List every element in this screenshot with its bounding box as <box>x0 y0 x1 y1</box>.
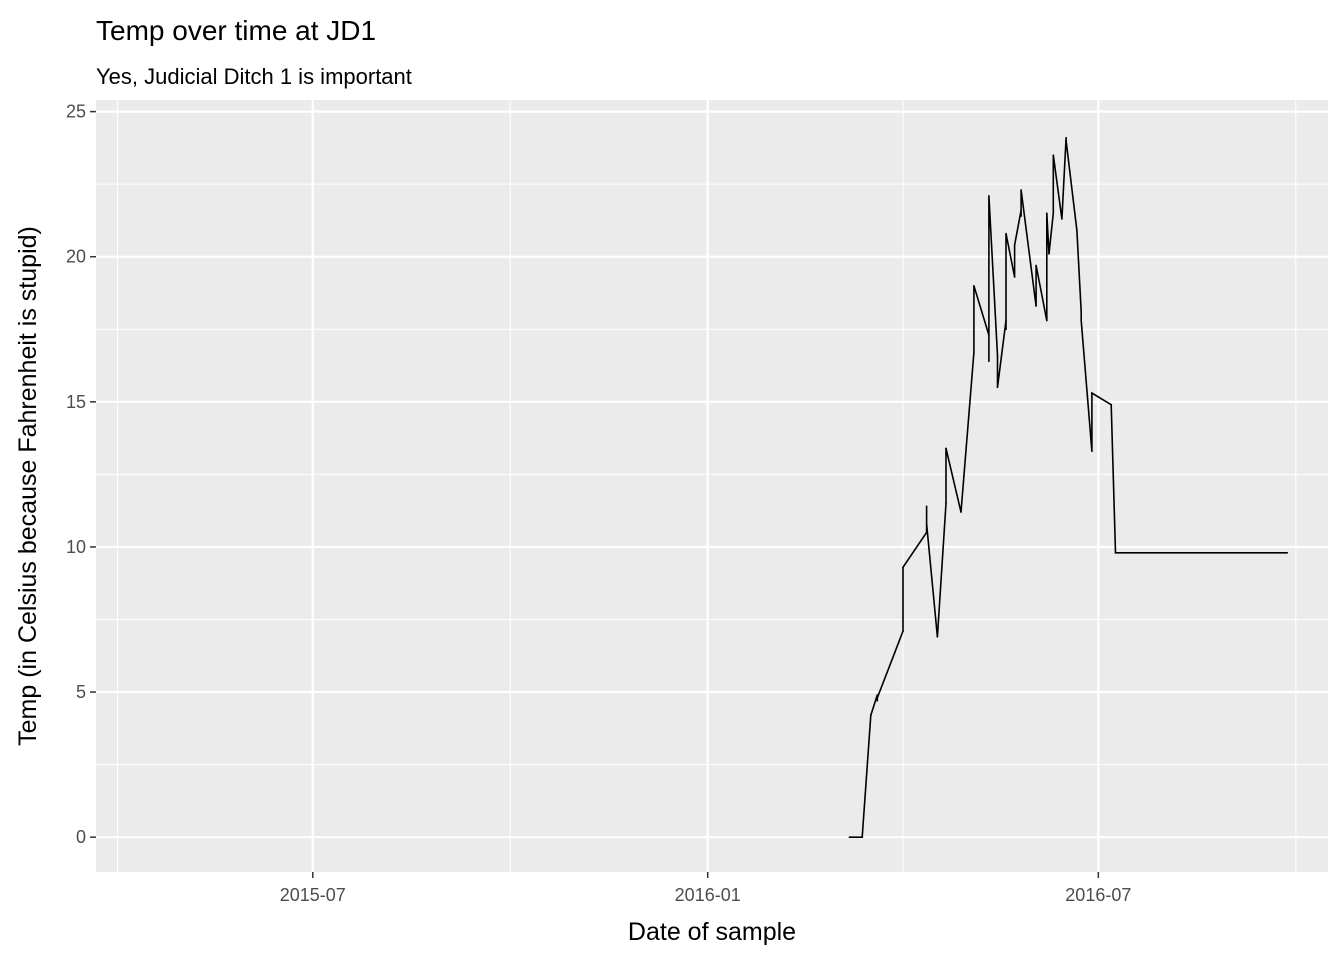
data-point <box>1080 319 1082 322</box>
x-axis-title: Date of sample <box>628 918 796 946</box>
data-point <box>988 194 990 197</box>
chart-title: Temp over time at JD1 <box>96 15 376 46</box>
data-point <box>848 836 851 838</box>
y-axis: 0 5 10 15 20 25 <box>66 102 96 847</box>
data-point <box>936 636 939 638</box>
data-point <box>1140 551 1143 554</box>
data-point <box>1013 244 1016 246</box>
data-point <box>1114 551 1117 554</box>
data-point <box>1046 316 1048 319</box>
data-point <box>996 386 999 389</box>
data-point <box>1138 551 1140 554</box>
data-point <box>973 351 975 354</box>
data-point <box>1065 136 1067 139</box>
data-point <box>1091 392 1093 394</box>
data-point <box>925 531 928 534</box>
data-point <box>1048 253 1050 255</box>
data-point <box>1020 215 1022 217</box>
data-point <box>1286 551 1289 554</box>
y-tick-label: 20 <box>66 247 86 267</box>
x-tick-label: 2015-07 <box>280 885 346 905</box>
chart-subtitle: Yes, Judicial Ditch 1 is important <box>96 64 412 89</box>
y-axis-title: Temp (in Celsius because Fahrenheit is s… <box>14 226 42 746</box>
data-point <box>902 566 904 569</box>
plot-panel <box>96 100 1328 872</box>
data-point <box>945 447 947 450</box>
data-point <box>1279 551 1282 554</box>
data-point <box>1065 139 1067 142</box>
data-point <box>861 836 864 838</box>
data-point <box>1080 311 1082 313</box>
minor-gridlines <box>96 100 1328 872</box>
data-point <box>876 697 879 699</box>
data-point <box>902 630 904 632</box>
data-point <box>1005 232 1007 235</box>
x-tick-label: 2016-07 <box>1065 885 1131 905</box>
data-point <box>1134 551 1136 554</box>
data-point <box>1046 319 1048 322</box>
data-point <box>1046 212 1048 214</box>
data-point <box>1052 212 1055 214</box>
y-tick-label: 25 <box>66 102 86 122</box>
data-point <box>1187 551 1190 554</box>
major-gridlines <box>96 100 1328 872</box>
data-point <box>1224 551 1226 554</box>
data-point <box>988 360 990 363</box>
data-point <box>1168 551 1170 554</box>
data-point <box>925 522 928 525</box>
data-point <box>1264 551 1267 554</box>
data-point <box>1061 218 1063 220</box>
y-tick-label: 5 <box>76 682 86 702</box>
data-point <box>1035 305 1037 307</box>
data-point <box>960 511 962 513</box>
data-point <box>1013 276 1016 278</box>
data-point <box>945 502 947 505</box>
data-point <box>1076 229 1078 232</box>
data-point <box>973 284 975 287</box>
x-tick-label: 2016-01 <box>675 885 741 905</box>
data-point <box>1091 450 1093 452</box>
data-point <box>1035 264 1037 267</box>
data-point <box>1020 189 1022 191</box>
data-point <box>996 354 999 357</box>
data-point <box>925 505 928 508</box>
data-point <box>988 334 990 336</box>
data-point <box>1258 551 1261 554</box>
y-tick-label: 0 <box>76 827 86 847</box>
data-point <box>876 694 879 696</box>
y-tick-label: 15 <box>66 392 86 412</box>
data-point <box>1110 403 1113 406</box>
data-point <box>876 699 879 702</box>
data-point <box>1052 154 1055 156</box>
data-point <box>1170 551 1173 554</box>
series-layer <box>848 136 1289 839</box>
data-point <box>1005 328 1007 331</box>
data-point <box>1125 551 1128 554</box>
data-point <box>1164 551 1166 554</box>
data-point <box>1005 319 1007 322</box>
data-point <box>1020 209 1022 212</box>
data-point <box>870 714 872 717</box>
x-axis: 2015-07 2016-01 2016-07 <box>280 872 1131 905</box>
y-tick-label: 10 <box>66 537 86 557</box>
